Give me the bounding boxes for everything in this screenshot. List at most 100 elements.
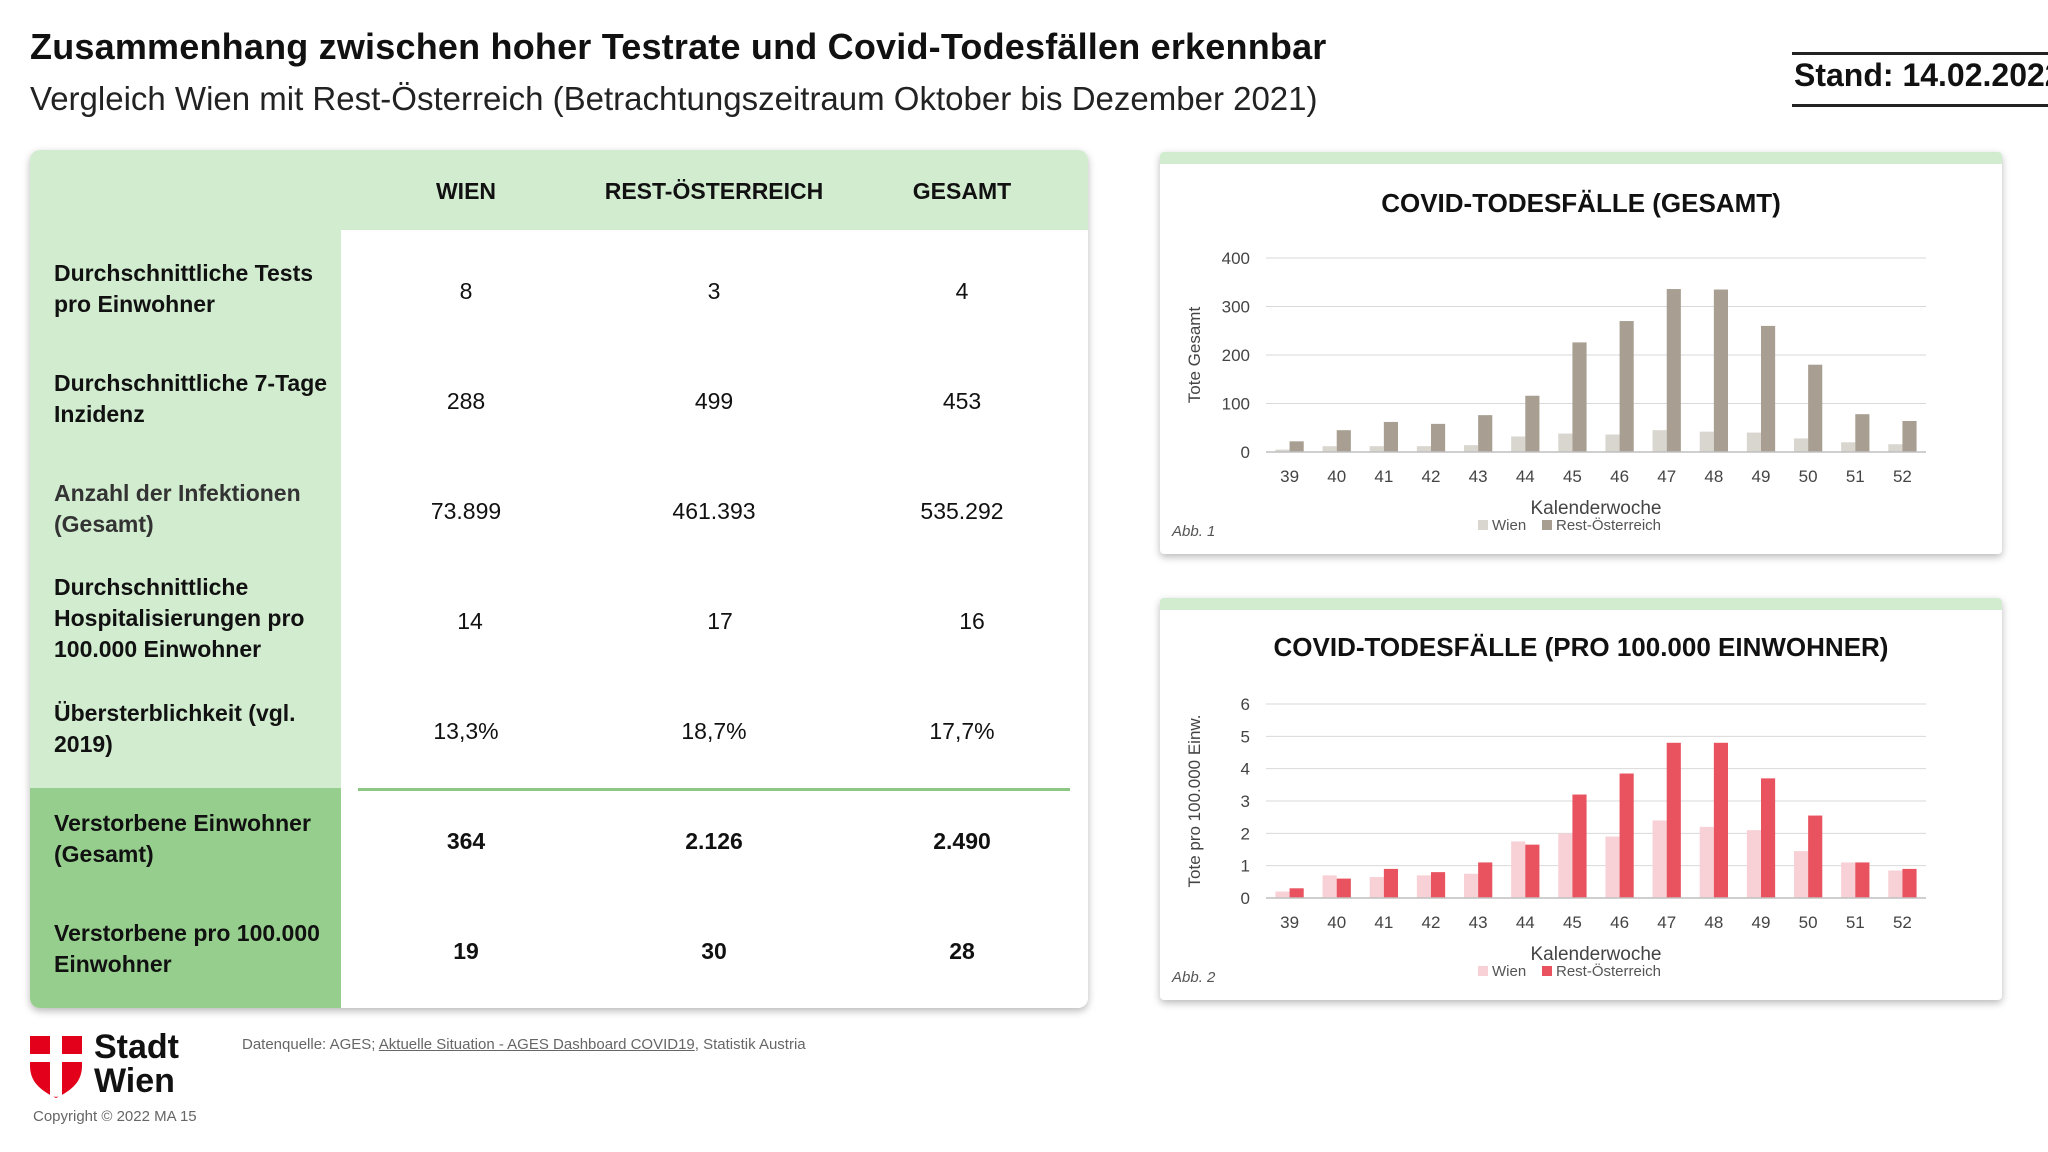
bar-wien-kw50 <box>1794 851 1809 898</box>
row-label-hospitalisierungen: Durchschnittliche Hospitalisierungen pro… <box>54 574 305 662</box>
cell-hosp-gesamt: 16 <box>959 608 985 634</box>
cell-tests-rest: 3 <box>707 278 721 304</box>
cell-uebersterblichkeit-wien: 13,3% <box>433 718 499 744</box>
y-tick-label: 300 <box>1222 298 1250 317</box>
x-tick-label: 43 <box>1469 913 1488 932</box>
bar-reststerreich-kw40 <box>1336 430 1351 452</box>
stand-date: Stand: 14.02.2022 <box>1792 52 2048 107</box>
column-header-wien: WIEN <box>435 178 497 204</box>
bar-reststerreich-kw42 <box>1431 872 1446 898</box>
bar-reststerreich-kw48 <box>1713 289 1728 452</box>
bar-wien-kw42 <box>1416 446 1431 452</box>
bar-wien-kw48 <box>1699 826 1714 898</box>
x-tick-label: 49 <box>1752 467 1771 486</box>
legend-swatch <box>1478 966 1488 976</box>
bar-wien-kw41 <box>1369 876 1384 898</box>
x-tick-label: 52 <box>1893 467 1912 486</box>
x-tick-label: 46 <box>1610 467 1629 486</box>
x-tick-label: 44 <box>1516 467 1535 486</box>
legend-swatch <box>1478 520 1488 530</box>
bar-wien-kw44 <box>1511 841 1526 898</box>
chart-card-band <box>1160 598 2002 610</box>
bar-reststerreich-kw43 <box>1478 415 1493 452</box>
chart-title: COVID-TODESFÄLLE (PRO 100.000 EINWOHNER) <box>1273 632 1889 662</box>
x-axis-label: Kalenderwoche <box>1531 498 1662 519</box>
bar-wien-kw51 <box>1841 442 1856 452</box>
bar-wien-kw42 <box>1416 875 1431 898</box>
bar-reststerreich-kw45 <box>1572 794 1587 898</box>
x-tick-label: 51 <box>1846 913 1865 932</box>
bar-wien-kw52 <box>1888 870 1903 898</box>
bar-wien-kw39 <box>1275 891 1290 898</box>
bar-reststerreich-kw45 <box>1572 342 1587 452</box>
x-tick-label: 40 <box>1327 913 1346 932</box>
x-tick-label: 49 <box>1752 913 1771 932</box>
x-tick-label: 41 <box>1374 467 1393 486</box>
y-axis-label: Tote pro 100.000 Einw. <box>1185 715 1204 888</box>
bar-wien-kw45 <box>1558 433 1573 452</box>
x-tick-label: 47 <box>1657 467 1676 486</box>
bar-wien-kw51 <box>1841 862 1856 898</box>
legend-swatch <box>1542 966 1552 976</box>
bar-wien-kw40 <box>1322 446 1337 452</box>
y-tick-label: 400 <box>1222 249 1250 268</box>
bar-wien-kw50 <box>1794 438 1809 452</box>
bar-reststerreich-kw52 <box>1902 420 1917 452</box>
data-source: Datenquelle: AGES; Aktuelle Situation - … <box>242 1036 806 1053</box>
chart-gesamt: 0 100 200 300 400 39 40 41 42 43 44 45 46 47 48 49 50 51 5… <box>1185 249 1926 534</box>
row-label-verstorbene-gesamt: Verstorbene Einwohner (Gesamt) <box>54 810 311 867</box>
bar-wien-kw48 <box>1699 431 1714 452</box>
bar-reststerreich-kw43 <box>1478 862 1493 898</box>
x-tick-label: 41 <box>1374 913 1393 932</box>
bar-reststerreich-kw44 <box>1525 844 1540 898</box>
x-tick-label: 52 <box>1893 913 1912 932</box>
x-tick-label: 47 <box>1657 913 1676 932</box>
row-label-infektionen: Anzahl der Infektionen (Gesamt) <box>54 480 301 537</box>
x-tick-label: 50 <box>1799 467 1818 486</box>
bar-reststerreich-kw49 <box>1761 778 1776 898</box>
column-header-rest-oesterreich: REST-ÖSTERREICH <box>604 178 824 204</box>
y-tick-label: 6 <box>1241 695 1250 714</box>
bar-wien-kw47 <box>1652 430 1667 452</box>
y-tick-label: 3 <box>1241 792 1250 811</box>
y-axis-label: Tote Gesamt <box>1185 307 1204 404</box>
column-header-gesamt: GESAMT <box>912 178 1012 204</box>
cell-hosp-wien: 14 <box>457 608 483 634</box>
bar-reststerreich-kw51 <box>1855 862 1870 898</box>
y-tick-label: 5 <box>1241 727 1250 746</box>
source-link[interactable]: Aktuelle Situation - AGES Dashboard COVI… <box>378 1036 695 1053</box>
y-tick-label: 2 <box>1241 824 1250 843</box>
cell-infektionen-rest: 461.393 <box>672 498 756 524</box>
cell-infektionen-wien: 73.899 <box>430 498 502 524</box>
x-tick-label: 39 <box>1280 467 1299 486</box>
cell-inzidenz-rest: 499 <box>694 388 734 414</box>
y-tick-label: 0 <box>1241 889 1250 908</box>
stadt-wien-logo-icon <box>30 1036 82 1098</box>
cell-verstorbene100k-gesamt: 28 <box>949 938 975 964</box>
bar-wien-kw43 <box>1464 445 1479 452</box>
legend-label: Wien <box>1492 517 1526 534</box>
cell-verstorbene-rest: 2.126 <box>685 828 743 854</box>
source-prefix: Datenquelle: AGES; <box>242 1036 379 1053</box>
y-tick-label: 100 <box>1222 395 1250 414</box>
table-label-column-highlight <box>30 788 341 1008</box>
page-subtitle: Vergleich Wien mit Rest-Österreich (Betr… <box>30 80 1318 117</box>
row-label-verstorbene-pro-100000: Verstorbene pro 100.000 Einwohner <box>54 920 320 977</box>
y-tick-label: 0 <box>1241 443 1250 462</box>
x-tick-label: 42 <box>1422 467 1441 486</box>
cell-uebersterblichkeit-rest: 18,7% <box>681 718 747 744</box>
figure-note: Abb. 1 <box>1172 523 1216 540</box>
cell-infektionen-gesamt: 535.292 <box>920 498 1004 524</box>
logo-wordmark: Stadt Wien <box>94 1030 179 1098</box>
cell-inzidenz-gesamt: 453 <box>942 388 982 414</box>
bar-reststerreich-kw50 <box>1808 815 1823 898</box>
x-tick-label: 50 <box>1799 913 1818 932</box>
bar-wien-kw40 <box>1322 875 1337 898</box>
bar-reststerreich-kw46 <box>1619 773 1634 898</box>
legend-label: Rest-Österreich <box>1556 962 1661 980</box>
bar-reststerreich-kw49 <box>1761 325 1776 452</box>
x-tick-label: 45 <box>1563 467 1582 486</box>
cell-verstorbene100k-wien: 19 <box>453 938 479 964</box>
bar-reststerreich-kw48 <box>1713 742 1728 898</box>
x-tick-label: 44 <box>1516 913 1535 932</box>
